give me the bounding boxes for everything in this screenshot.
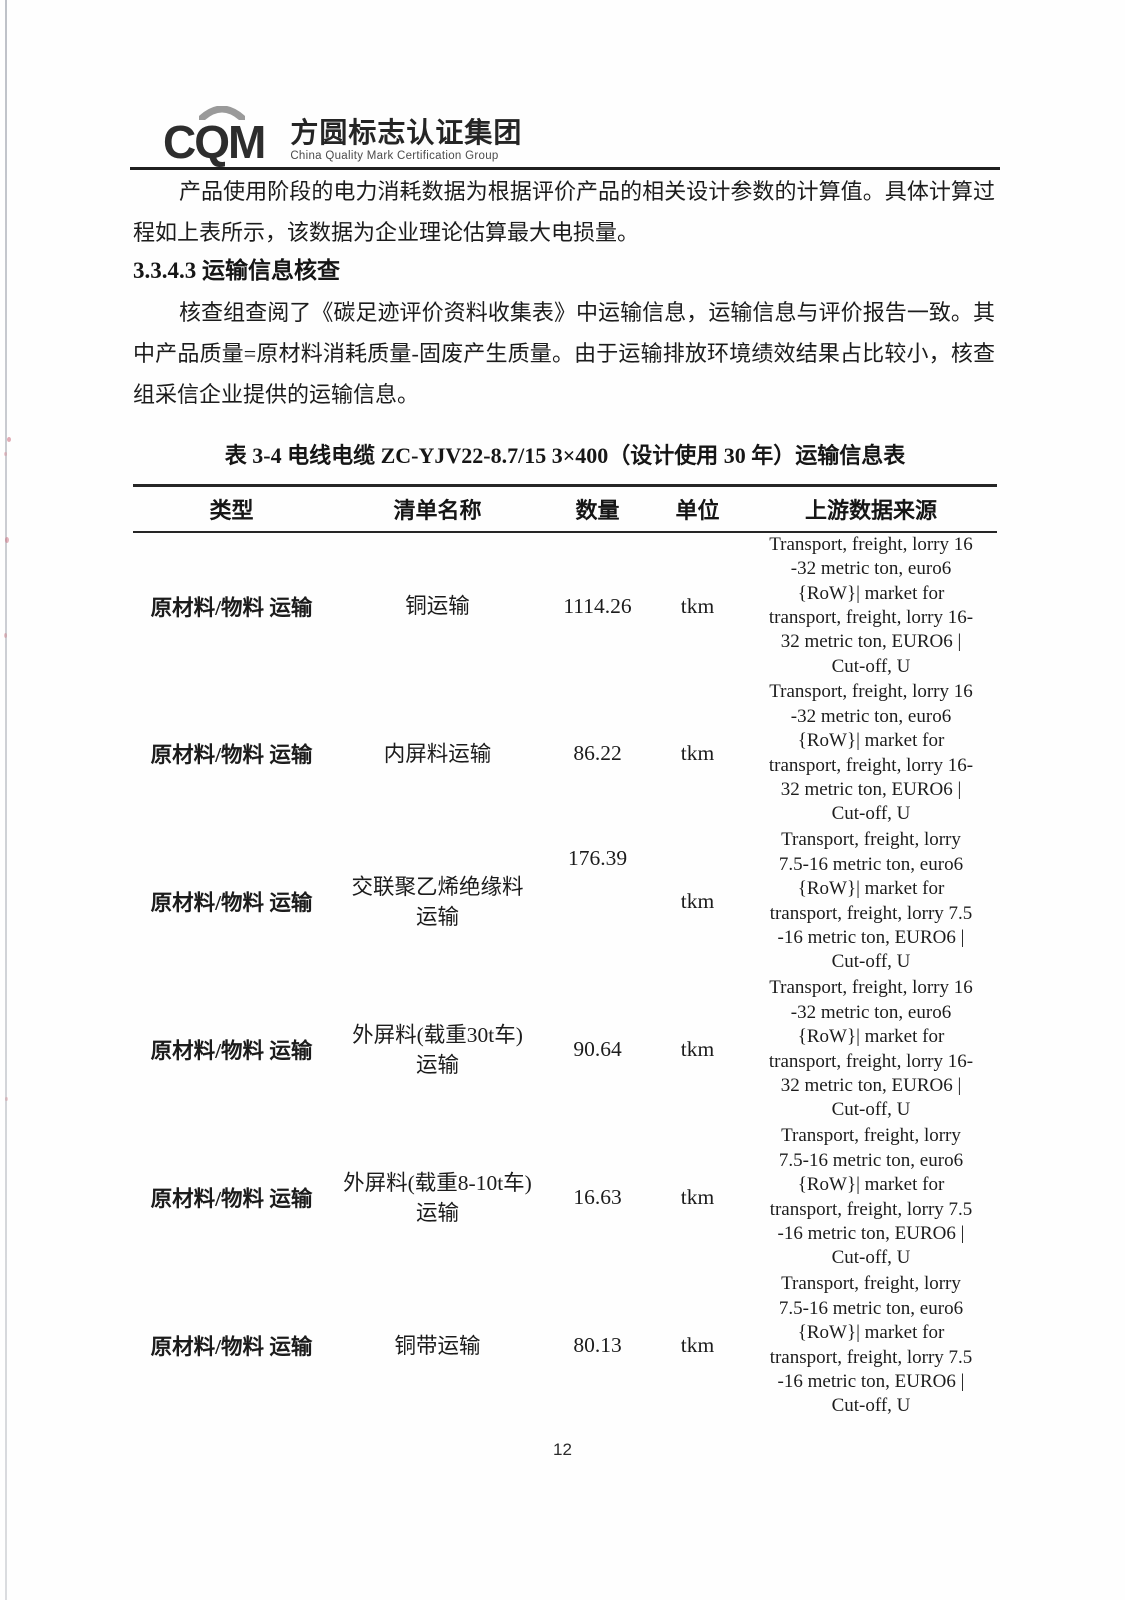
table-header-row: 类型 清单名称 数量 单位 上游数据来源 [133, 485, 997, 533]
cell-unit: tkm [680, 1333, 715, 1357]
cqm-logo-mark: CQM [163, 106, 266, 165]
cell-upstream-source: Transport, freight, lorry 16 -32 metric … [768, 533, 974, 677]
scan-artifact-red-speck [4, 633, 7, 638]
cell-upstream-source: Transport, freight, lorry 7.5-16 metric … [769, 829, 973, 973]
cell-upstream-source: Transport, freight, lorry 16 -32 metric … [768, 977, 974, 1121]
cell-quantity: 90.64 [573, 1037, 622, 1061]
cell-unit: tkm [680, 889, 715, 913]
logo-names: 方圆标志认证集团 China Quality Mark Certificatio… [290, 118, 522, 164]
column-header-quantity: 数量 [545, 485, 650, 533]
cell-name: 交联聚乙烯绝缘料 运输 [351, 874, 524, 929]
scan-artifact-red-speck [7, 437, 11, 442]
cell-name: 外屏料(载重30t车) 运输 [352, 1022, 523, 1077]
cell-type: 原材料/物料 运输 [150, 1187, 313, 1211]
table-row: 原材料/物料 运输 铜运输 1114.26 tkm Transport, fre… [133, 532, 997, 680]
page-number: 12 [553, 1440, 572, 1459]
table-row: 原材料/物料 运输 外屏料(载重30t车) 运输 90.64 tkm Trans… [133, 976, 997, 1124]
cell-quantity: 80.13 [573, 1333, 622, 1357]
table-row: 原材料/物料 运输 铜带运输 80.13 tkm Transport, frei… [133, 1272, 997, 1420]
table-row: 原材料/物料 运输 内屏料运输 86.22 tkm Transport, fre… [133, 680, 997, 828]
cell-type: 原材料/物料 运输 [150, 595, 313, 620]
cell-unit: tkm [680, 593, 715, 618]
cell-name: 铜运输 [405, 594, 470, 618]
scan-artifact-red-speck [4, 452, 7, 456]
paragraph-transport-verification: 核查组查阅了《碳足迹评价资料收集表》中运输信息，运输信息与评价报告一致。其中产品… [133, 300, 995, 407]
cell-upstream-source: Transport, freight, lorry 7.5-16 metric … [769, 1125, 973, 1269]
cell-type: 原材料/物料 运输 [150, 743, 313, 767]
cell-unit: tkm [680, 741, 715, 765]
column-header-upstream-source: 上游数据来源 [745, 485, 997, 533]
column-header-unit: 单位 [650, 485, 745, 533]
table-row: 原材料/物料 运输 外屏料(载重8-10t车) 运输 16.63 tkm Tra… [133, 1124, 997, 1272]
cell-type: 原材料/物料 运输 [150, 1335, 313, 1359]
cell-quantity: 16.63 [573, 1185, 622, 1209]
transport-info-table: 类型 清单名称 数量 单位 上游数据来源 原材料/物料 运输 铜运输 1114.… [133, 484, 997, 1420]
cell-type: 原材料/物料 运输 [150, 1039, 313, 1063]
scan-artifact-red-speck [5, 537, 9, 543]
cell-name: 内屏料运输 [383, 741, 492, 766]
cell-type: 原材料/物料 运输 [150, 891, 313, 915]
cell-upstream-source: Transport, freight, lorry 7.5-16 metric … [769, 1273, 973, 1417]
scan-artifact-left-edge [5, 0, 7, 1600]
table-title: 表 3-4 电线电缆 ZC-YJV22-8.7/15 3×400（设计使用 30… [224, 443, 906, 468]
cell-quantity: 86.22 [573, 741, 622, 765]
paragraph-electricity-consumption: 产品使用阶段的电力消耗数据为根据评价产品的相关设计参数的计算值。具体计算过程如上… [133, 179, 995, 245]
cell-name: 外屏料(载重8-10t车) 运输 [343, 1170, 532, 1225]
table-row: 原材料/物料 运输 交联聚乙烯绝缘料 运输 176.39 tkm Transpo… [133, 828, 997, 976]
cell-upstream-source: Transport, freight, lorry 16 -32 metric … [768, 681, 974, 825]
logo-name-english: China Quality Mark Certification Group [290, 150, 499, 162]
header-divider [130, 167, 1000, 170]
header-logo: CQM 方圆标志认证集团 China Quality Mark Certific… [163, 106, 522, 165]
cqm-crown-icon [199, 106, 245, 120]
section-heading-3343: 3.3.4.3 运输信息核查 [133, 258, 340, 283]
cell-unit: tkm [680, 1037, 715, 1061]
cell-quantity: 176.39 [567, 845, 628, 870]
cell-name: 铜带运输 [394, 1333, 481, 1358]
cell-quantity: 1114.26 [563, 593, 632, 618]
column-header-name: 清单名称 [330, 485, 545, 533]
column-header-type: 类型 [133, 485, 330, 533]
logo-name-chinese: 方圆标志认证集团 [290, 117, 523, 148]
scan-artifact-red-speck [5, 1097, 8, 1101]
cell-unit: tkm [680, 1185, 715, 1209]
cqm-logo-text: CQM [163, 116, 266, 168]
